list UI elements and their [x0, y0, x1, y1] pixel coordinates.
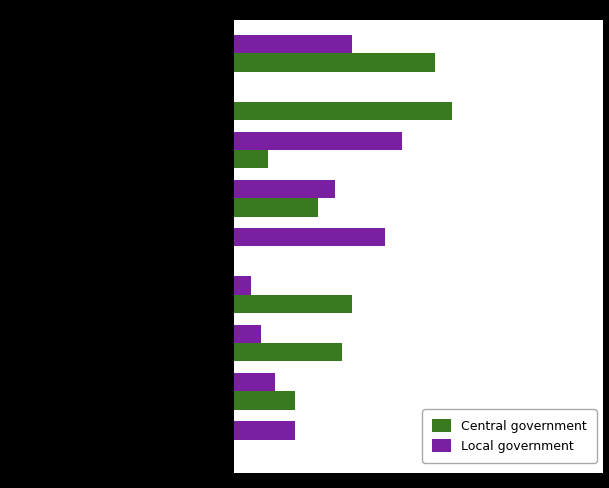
Bar — [234, 132, 402, 150]
Bar — [234, 373, 275, 391]
Bar — [234, 343, 342, 361]
Bar — [234, 150, 268, 168]
Bar — [234, 421, 295, 440]
Bar — [234, 53, 435, 72]
Bar — [234, 276, 251, 295]
Legend: Central government, Local government: Central government, Local government — [422, 409, 597, 463]
Bar — [234, 391, 295, 409]
Bar — [234, 325, 261, 343]
Bar — [234, 295, 352, 313]
Bar — [234, 102, 452, 120]
Bar — [234, 180, 335, 198]
Bar — [234, 228, 385, 246]
Bar — [234, 198, 318, 217]
Bar — [234, 35, 352, 53]
